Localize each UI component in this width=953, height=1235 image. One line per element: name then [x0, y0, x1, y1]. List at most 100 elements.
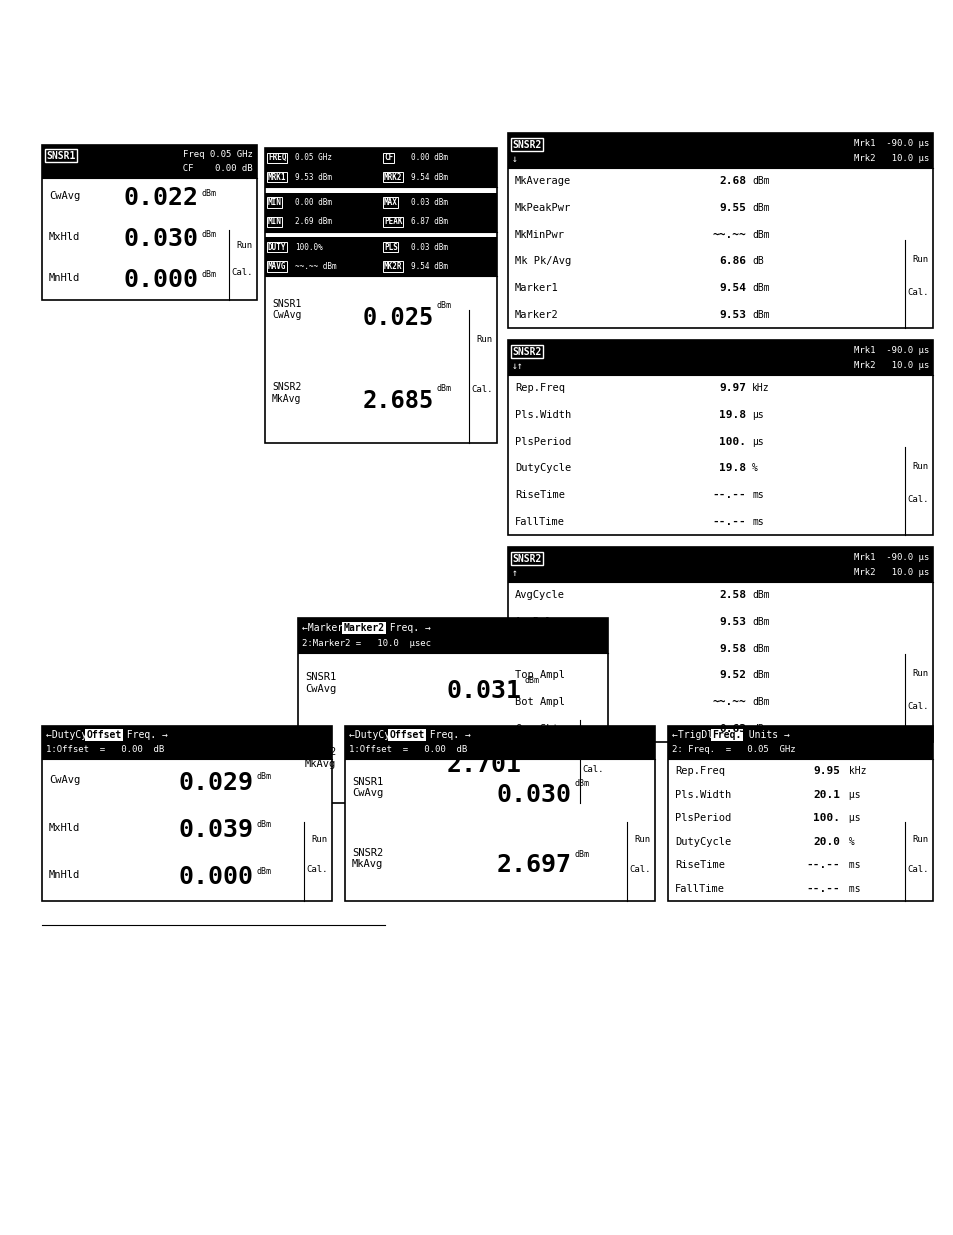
Bar — [507, 340, 932, 535]
Text: Cal.: Cal. — [906, 289, 928, 298]
Bar — [42, 726, 332, 902]
Text: SNSR2: SNSR2 — [512, 347, 540, 357]
Text: 6.87 dBm: 6.87 dBm — [411, 217, 448, 226]
Text: 2.697: 2.697 — [496, 853, 571, 878]
Bar — [265, 257, 497, 277]
Text: SNSR2: SNSR2 — [512, 140, 540, 149]
Text: dBm: dBm — [752, 590, 769, 600]
Text: 0.022: 0.022 — [124, 186, 199, 210]
Text: 0.025: 0.025 — [363, 306, 434, 330]
Text: Run: Run — [912, 669, 928, 678]
Text: kHz: kHz — [752, 383, 769, 393]
Text: μs: μs — [752, 437, 763, 447]
Bar — [42, 144, 256, 178]
Text: AvgCycle: AvgCycle — [515, 590, 564, 600]
Text: 100.: 100. — [812, 813, 840, 824]
Text: μs: μs — [842, 813, 860, 824]
Text: μs: μs — [842, 789, 860, 799]
Text: Offset: Offset — [87, 730, 122, 740]
Text: Pls.Width: Pls.Width — [515, 410, 571, 420]
Text: DUTY: DUTY — [268, 242, 286, 252]
Bar — [507, 340, 932, 375]
Text: dB: dB — [752, 724, 763, 734]
Bar — [507, 547, 932, 582]
Text: dBm: dBm — [752, 618, 769, 627]
Text: Cal.: Cal. — [629, 864, 650, 874]
Bar — [345, 726, 655, 760]
Text: --.--: --.-- — [712, 490, 745, 500]
Text: 0.030: 0.030 — [496, 783, 571, 806]
Text: SNSR1
CwAvg: SNSR1 CwAvg — [305, 672, 335, 694]
Text: %: % — [752, 463, 758, 473]
Text: SNSR2: SNSR2 — [512, 553, 540, 563]
Text: 0.03 dBm: 0.03 dBm — [411, 242, 448, 252]
Bar — [507, 547, 932, 742]
Text: ←Marker1: ←Marker1 — [302, 622, 355, 632]
Text: ms: ms — [842, 861, 860, 871]
Text: PlsPeriod: PlsPeriod — [675, 813, 731, 824]
Text: AvgPulse: AvgPulse — [515, 618, 564, 627]
Text: 9.95: 9.95 — [812, 766, 840, 776]
Text: dBm: dBm — [256, 867, 272, 876]
Text: 9.58: 9.58 — [719, 643, 745, 653]
Text: dBm: dBm — [752, 283, 769, 293]
Text: Bot Ampl: Bot Ampl — [515, 697, 564, 706]
Bar — [265, 237, 497, 257]
Text: 9.97: 9.97 — [719, 383, 745, 393]
Text: FREQ: FREQ — [268, 153, 286, 162]
Text: Run: Run — [912, 256, 928, 264]
Text: 9.53 dBm: 9.53 dBm — [294, 173, 332, 182]
Text: dBm: dBm — [436, 301, 451, 310]
Bar — [42, 726, 332, 760]
Text: MkPeakPwr: MkPeakPwr — [515, 203, 571, 212]
Text: 0.039: 0.039 — [178, 818, 253, 842]
Text: SNSR2
MkAvg: SNSR2 MkAvg — [352, 847, 383, 869]
Text: dBm: dBm — [752, 697, 769, 706]
Text: MxHld: MxHld — [49, 232, 80, 242]
Text: ~~.~~: ~~.~~ — [712, 230, 745, 240]
Text: 0.029: 0.029 — [178, 771, 253, 794]
Text: Cal.: Cal. — [232, 268, 253, 277]
Text: 0.030: 0.030 — [124, 227, 199, 251]
Text: CF: CF — [384, 153, 393, 162]
Text: 0.05 GHz: 0.05 GHz — [294, 153, 332, 162]
Text: Freq.: Freq. — [712, 730, 741, 740]
Text: ms: ms — [752, 490, 763, 500]
Bar — [265, 168, 497, 186]
Text: dB: dB — [752, 257, 763, 267]
Text: dBm: dBm — [436, 384, 451, 393]
Text: ↓: ↓ — [512, 154, 517, 164]
Text: 2.701: 2.701 — [446, 753, 520, 778]
Text: SNSR2
MkAvg: SNSR2 MkAvg — [272, 382, 301, 404]
Text: %: % — [842, 837, 854, 847]
Text: dBm: dBm — [752, 310, 769, 320]
Text: Freq. →: Freq. → — [377, 622, 430, 632]
Text: Mrk1  -90.0 μs: Mrk1 -90.0 μs — [853, 553, 928, 562]
Text: --.--: --.-- — [805, 884, 840, 894]
Text: ↑: ↑ — [512, 568, 517, 578]
Text: Freq. →: Freq. → — [115, 730, 168, 740]
Text: SNSR1: SNSR1 — [46, 151, 75, 161]
Text: 9.55: 9.55 — [719, 203, 745, 212]
Text: 0.63: 0.63 — [719, 724, 745, 734]
Text: FallTime: FallTime — [515, 516, 564, 526]
Text: ms: ms — [842, 884, 860, 894]
Text: CwAvg: CwAvg — [49, 191, 80, 201]
Text: MIN: MIN — [268, 217, 281, 226]
Text: 0.00 dBm: 0.00 dBm — [294, 198, 332, 207]
Bar — [265, 212, 497, 232]
Text: SNSR1
CwAvg: SNSR1 CwAvg — [352, 777, 383, 798]
Text: 6.86: 6.86 — [719, 257, 745, 267]
Text: FallTime: FallTime — [675, 884, 724, 894]
Text: 1:Offset  =   0.00  dB: 1:Offset = 0.00 dB — [46, 745, 164, 755]
Text: CF    0.00 dB: CF 0.00 dB — [172, 164, 253, 173]
Text: OverSht.: OverSht. — [515, 724, 564, 734]
Text: Freq 0.05 GHz: Freq 0.05 GHz — [183, 149, 253, 159]
Text: 2.58: 2.58 — [719, 590, 745, 600]
Text: SNSR2
MkAvg: SNSR2 MkAvg — [305, 747, 335, 769]
Text: 100.0%: 100.0% — [294, 242, 322, 252]
Text: ~~.~~: ~~.~~ — [712, 697, 745, 706]
Text: RiseTime: RiseTime — [515, 490, 564, 500]
Text: Run: Run — [912, 835, 928, 845]
Text: Pls.Width: Pls.Width — [675, 789, 731, 799]
